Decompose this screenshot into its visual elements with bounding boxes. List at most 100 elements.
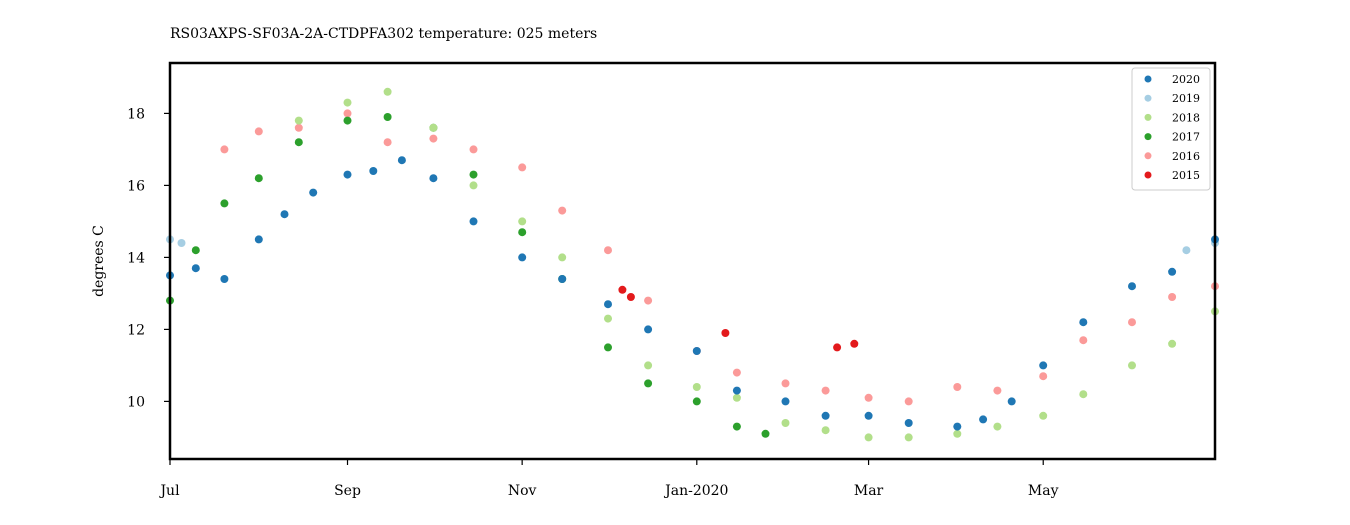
data-point: [692, 383, 701, 391]
chart-title: RS03AXPS-SF03A-2A-CTDPFA302 temperature:…: [170, 26, 597, 42]
y-axis-label: degrees C: [91, 225, 107, 297]
data-point: [626, 293, 635, 301]
data-point: [781, 379, 790, 388]
data-point: [177, 239, 186, 247]
data-point: [993, 422, 1002, 431]
x-tick-label: Mar: [854, 483, 884, 499]
data-point: [220, 199, 229, 208]
legend-marker: [1144, 171, 1152, 179]
data-point: [904, 419, 913, 427]
y-tick-label: 18: [127, 106, 145, 122]
data-point: [1168, 293, 1177, 301]
data-point: [518, 163, 527, 172]
series-2019: [166, 235, 1219, 255]
data-point: [1128, 282, 1136, 291]
data-point: [904, 397, 913, 406]
data-point: [1182, 246, 1191, 255]
data-point: [343, 109, 352, 118]
data-point: [864, 411, 873, 420]
data-point: [383, 138, 392, 147]
legend-label: 2015: [1172, 169, 1200, 182]
data-point: [1079, 390, 1088, 399]
data-point: [469, 181, 478, 190]
data-point: [429, 123, 438, 132]
x-tick-label: Jul: [158, 483, 180, 499]
series-2017: [166, 113, 770, 438]
data-point: [220, 275, 229, 283]
data-point: [343, 116, 352, 125]
legend-label: 2020: [1172, 73, 1200, 86]
data-point: [850, 339, 859, 348]
data-point: [343, 98, 352, 107]
series-2015: [618, 285, 859, 352]
x-tick-label: Nov: [508, 483, 537, 499]
data-point: [1079, 318, 1088, 327]
legend-marker: [1144, 75, 1152, 83]
data-point: [604, 246, 612, 255]
data-point: [644, 361, 653, 370]
data-point: [309, 188, 318, 197]
data-point: [518, 217, 527, 226]
x-tick-label: Jan-2020: [663, 483, 728, 499]
data-point: [220, 145, 229, 154]
data-point: [781, 397, 790, 406]
data-point: [343, 170, 352, 179]
data-point: [294, 116, 303, 125]
data-point: [558, 275, 567, 283]
data-point: [979, 415, 988, 424]
data-point: [821, 411, 830, 420]
legend-label: 2018: [1172, 111, 1200, 124]
data-point: [721, 329, 730, 337]
legend-label: 2016: [1172, 150, 1200, 163]
data-point: [518, 228, 527, 237]
data-points: [166, 87, 1219, 442]
data-point: [644, 325, 653, 334]
data-point: [469, 145, 478, 154]
legend-label: 2017: [1172, 131, 1200, 144]
x-tick-label: May: [1028, 483, 1059, 499]
y-axis: 10 12 14 16 18: [127, 106, 170, 410]
data-point: [618, 285, 627, 294]
legend-marker: [1144, 133, 1152, 141]
data-point: [732, 386, 741, 395]
data-point: [383, 113, 392, 121]
data-point: [469, 170, 478, 179]
data-point: [191, 264, 200, 273]
data-point: [732, 393, 741, 402]
data-point: [953, 429, 962, 438]
data-point: [1039, 372, 1048, 381]
legend-marker: [1144, 152, 1152, 160]
legend: 2020 2019 2018 2017 2016 2015: [1131, 67, 1211, 191]
data-point: [558, 206, 567, 215]
data-point: [904, 433, 913, 442]
data-point: [781, 419, 790, 427]
data-point: [469, 217, 478, 226]
legend-marker: [1144, 113, 1152, 121]
data-point: [953, 422, 962, 431]
data-point: [369, 167, 378, 175]
data-point: [294, 138, 303, 147]
data-point: [429, 134, 438, 143]
series-2020: [166, 156, 1219, 431]
data-point: [280, 210, 289, 219]
data-point: [1079, 336, 1088, 345]
data-point: [429, 174, 438, 183]
data-point: [732, 422, 741, 431]
data-point: [604, 314, 612, 323]
x-tick-label: Sep: [334, 483, 361, 499]
series-2016: [220, 109, 1219, 406]
data-point: [1168, 339, 1177, 348]
data-point: [1007, 397, 1016, 406]
data-point: [993, 386, 1002, 395]
series-2018: [294, 87, 1219, 442]
legend-label: 2019: [1172, 92, 1200, 105]
y-tick-label: 10: [127, 394, 145, 410]
legend-marker: [1144, 94, 1152, 102]
data-point: [644, 296, 653, 305]
data-point: [191, 246, 200, 255]
data-point: [821, 426, 830, 435]
data-point: [864, 433, 873, 442]
data-point: [518, 253, 527, 262]
data-point: [397, 156, 406, 165]
data-point: [644, 379, 653, 388]
